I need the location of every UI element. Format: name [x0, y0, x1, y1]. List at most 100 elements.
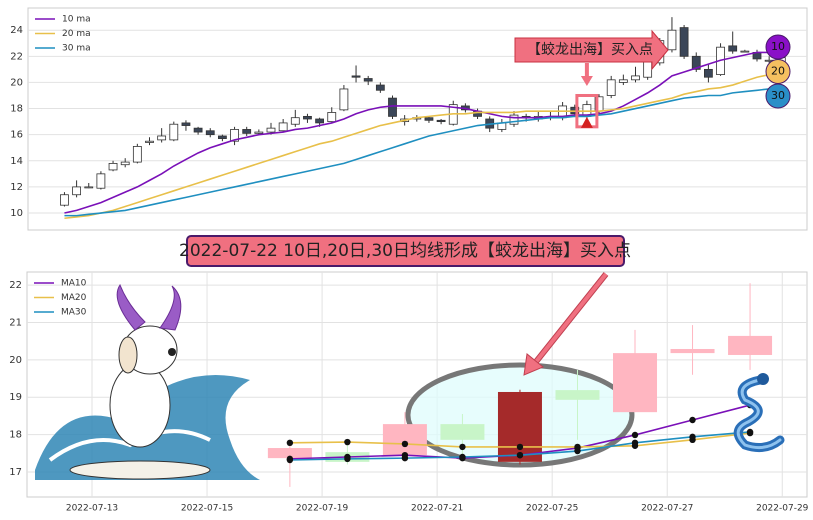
candle-body	[96, 173, 106, 189]
y-tick-label: 19	[9, 392, 22, 403]
annotation-arrow-head	[580, 76, 593, 86]
x-tick-label: 2022-07-29	[756, 504, 809, 514]
candle-body	[108, 162, 118, 171]
candle-body	[440, 424, 485, 440]
ma-marker	[689, 416, 696, 424]
surfing-dog-illustration	[35, 283, 260, 480]
banner-arrow-fill	[533, 272, 608, 365]
candle-body	[327, 112, 337, 123]
candle-body	[382, 424, 427, 456]
candle-body	[242, 129, 252, 134]
candle-body	[60, 194, 69, 206]
candle-body	[667, 29, 677, 51]
candle-body	[555, 390, 600, 400]
signal-marker	[580, 116, 593, 128]
candle-body	[704, 68, 713, 78]
end-label-badge	[765, 83, 791, 109]
ma-marker	[689, 433, 696, 441]
legend-label: MA30	[61, 308, 87, 318]
candle-body	[278, 122, 288, 132]
y-tick-label: 18	[10, 104, 23, 115]
candle-body	[132, 146, 142, 163]
y-tick-label: 20	[10, 77, 23, 88]
ma-marker	[401, 440, 409, 448]
candle-body	[643, 61, 653, 78]
legend-label: 30 ma	[62, 44, 91, 54]
y-tick-label: 21	[9, 317, 22, 328]
candle-body	[509, 114, 519, 125]
ma-marker	[631, 439, 639, 447]
y-tick-label: 22	[9, 280, 22, 291]
banner-text: 2022-07-22 10日,20日,30日均线形成【蛟龙出海】买入点	[179, 241, 631, 261]
ma-marker	[344, 438, 351, 446]
dragon-illustration	[733, 373, 785, 453]
ma-line	[64, 86, 782, 217]
ma-marker	[286, 456, 294, 464]
y-tick-label: 16	[10, 130, 23, 141]
candle-body	[157, 135, 167, 141]
end-label: 30	[771, 89, 785, 102]
banner-arrow-head	[523, 353, 544, 376]
candle-body	[618, 79, 628, 83]
y-tick-label: 17	[9, 467, 22, 478]
y-tick-label: 20	[9, 355, 22, 366]
candle-body	[181, 122, 191, 126]
legend-label: 10 ma	[62, 15, 91, 25]
candle-body	[84, 186, 94, 189]
candle-body	[424, 117, 434, 121]
ma-line	[64, 71, 782, 220]
candle-body	[631, 75, 640, 81]
candle-body	[254, 131, 264, 134]
candle-body	[679, 27, 689, 57]
candle-body	[193, 127, 203, 133]
x-tick-label: 2022-07-25	[526, 504, 578, 514]
candle-body	[72, 186, 81, 196]
y-tick-label: 22	[10, 51, 23, 62]
candle-body	[267, 448, 312, 459]
candle-body	[375, 84, 385, 91]
x-tick-label: 2022-07-19	[296, 504, 349, 514]
legend-label: MA20	[61, 293, 87, 303]
candle-body	[436, 119, 446, 123]
candle-body	[613, 353, 658, 413]
annotation-box	[514, 29, 669, 71]
candle-body	[728, 335, 773, 355]
candle-body	[388, 97, 397, 117]
y-tick-label: 18	[9, 430, 22, 441]
ma-marker	[459, 453, 466, 461]
ma-marker	[516, 451, 524, 459]
candle-body	[303, 115, 312, 120]
candle-body	[290, 117, 300, 125]
candle-body	[606, 79, 616, 96]
candle-body	[363, 78, 373, 82]
candle-body	[266, 127, 276, 133]
ma-marker	[574, 447, 581, 455]
x-tick-label: 2022-07-27	[641, 504, 693, 514]
candle-body	[169, 123, 179, 141]
y-tick-label: 24	[10, 25, 23, 36]
candle-body	[145, 140, 154, 143]
x-tick-label: 2022-07-21	[411, 504, 463, 514]
y-tick-label: 14	[10, 156, 23, 167]
ma-marker	[746, 428, 754, 436]
legend-label: 20 ma	[62, 29, 91, 39]
end-label: 10	[771, 40, 785, 53]
candle-body	[670, 348, 715, 354]
annotation-text: 【蛟龙出海】买入点	[527, 42, 653, 58]
x-tick-label: 2022-07-13	[66, 504, 118, 514]
y-tick-label: 12	[10, 182, 23, 193]
ma-marker	[631, 431, 639, 439]
candle-body	[120, 161, 130, 166]
ma-marker	[516, 443, 524, 451]
candle-body	[339, 88, 349, 111]
candle-body	[728, 45, 738, 52]
ma-line	[64, 51, 782, 214]
ma-marker	[344, 455, 351, 463]
candle-body	[497, 391, 542, 462]
ma-marker	[286, 439, 294, 447]
candle-body	[217, 135, 227, 139]
ma-marker	[401, 454, 409, 462]
banner: 2022-07-22 10日,20日,30日均线形成【蛟龙出海】买入点	[179, 235, 631, 267]
candle-body	[740, 50, 750, 53]
